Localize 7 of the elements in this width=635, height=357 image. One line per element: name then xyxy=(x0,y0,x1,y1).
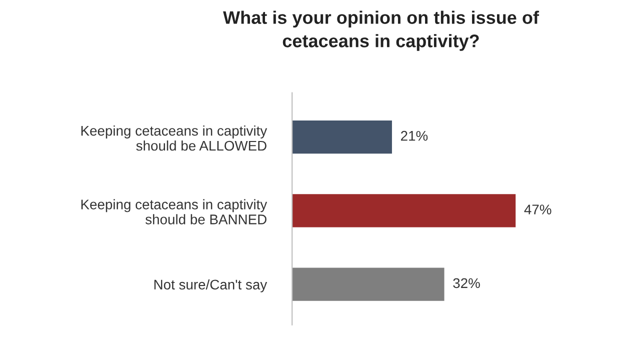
y-tick-label: Keeping cetaceans in captivity should be ALLOWED xyxy=(81,126,268,151)
y-tick-label: Keeping cetaceans in captivity should be BANNED xyxy=(81,199,268,224)
data-label: 32% xyxy=(453,278,480,288)
chart-title: What is your opinion on this issue of cetaceans in captivity? xyxy=(223,10,540,51)
y-tick-label: Not sure/Can't say xyxy=(154,279,268,292)
data-label: 47% xyxy=(524,204,552,214)
data-label: 21% xyxy=(401,130,428,141)
